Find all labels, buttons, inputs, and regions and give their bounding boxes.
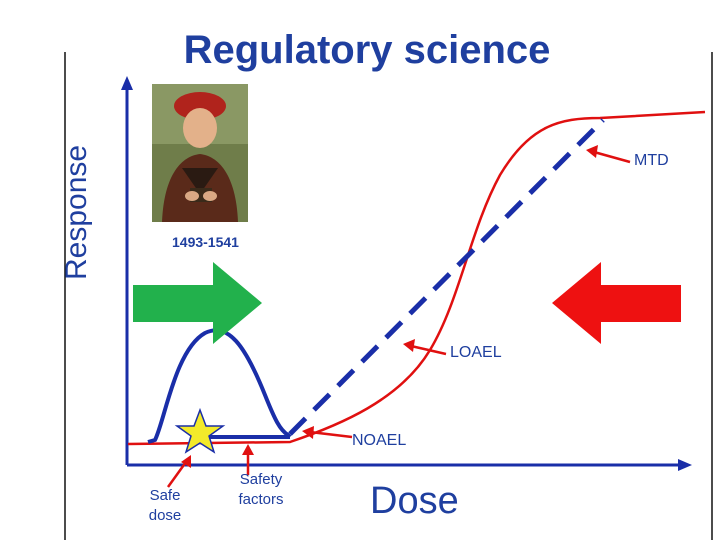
safety-factors-pointer-head [242, 444, 254, 455]
slide-title: Regulatory science [183, 28, 551, 72]
mtd-pointer [593, 150, 631, 164]
portrait-caption: 1493-1541 [172, 234, 239, 250]
x-axis-arrowhead [678, 459, 692, 471]
dose-response-curve [127, 110, 706, 446]
noael-label: NOAEL [352, 432, 407, 449]
mtd-pointer-head [586, 145, 598, 158]
y-axis-arrowhead [121, 76, 133, 90]
dashed-extrapolation-line [288, 118, 605, 436]
loael-pointer-head [403, 339, 415, 352]
y-axis-label: Response [60, 144, 93, 280]
safety-factors-label: Safety factors [238, 471, 284, 508]
loael-pointer [410, 344, 447, 356]
red-arrow-left-icon [552, 262, 681, 344]
safe-dose-pointer-head [181, 455, 191, 468]
safety-margin-curve [147, 328, 292, 444]
noael-pointer-head [302, 426, 314, 439]
x-axis-label: Dose [370, 480, 459, 522]
loael-label: LOAEL [450, 344, 502, 361]
safe-dose-pointer [166, 461, 188, 488]
mtd-label: MTD [634, 152, 669, 169]
paracelsus-portrait-image [152, 84, 248, 222]
green-arrow-right-icon [133, 262, 262, 344]
safe-dose-star-icon [174, 407, 226, 454]
safe-dose-label: Safe dose [148, 487, 182, 524]
noael-pointer [309, 430, 353, 439]
